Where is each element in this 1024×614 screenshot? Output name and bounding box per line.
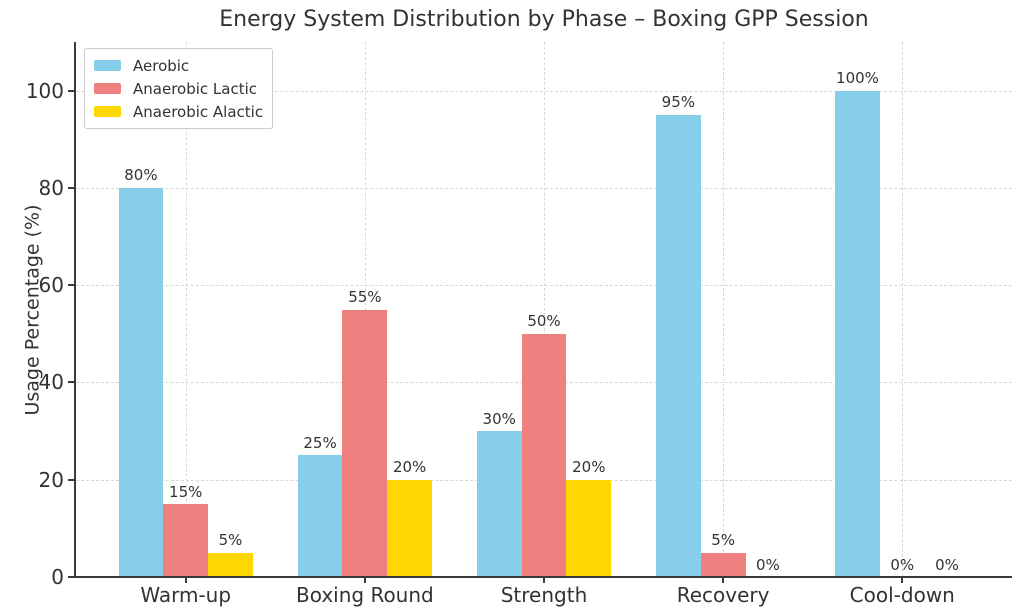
x-tick-mark bbox=[543, 578, 545, 583]
bar-value-label: 0% bbox=[756, 555, 780, 574]
x-tick-mark bbox=[184, 578, 187, 583]
bar-value-label: 20% bbox=[572, 458, 606, 477]
bar-aerobic bbox=[476, 431, 522, 577]
y-tick-mark bbox=[68, 284, 75, 287]
legend: Aerobic Anaerobic Lactic Anaerobic Alactic bbox=[84, 48, 274, 129]
x-tick-mark bbox=[363, 578, 366, 583]
gridline-vertical bbox=[544, 42, 545, 577]
y-tick-mark bbox=[68, 186, 75, 189]
bar-value-label: 100% bbox=[836, 69, 879, 88]
y-axis-title-container: Usage Percentage (%) bbox=[14, 42, 52, 577]
bar-anaerobic-lactic bbox=[342, 309, 388, 577]
legend-item: Aerobic bbox=[94, 56, 263, 75]
legend-swatch-aerobic bbox=[94, 60, 121, 71]
bar-value-label: 50% bbox=[527, 312, 561, 331]
bar-anaerobic-alactic bbox=[566, 479, 612, 577]
bar-value-label: 30% bbox=[482, 409, 516, 428]
x-tick-mark bbox=[901, 578, 904, 583]
x-axis-category-label: Boxing Round bbox=[295, 583, 434, 607]
y-axis-line bbox=[74, 42, 76, 578]
legend-item: Anaerobic Alactic bbox=[94, 102, 263, 121]
chart-title: Energy System Distribution by Phase – Bo… bbox=[219, 7, 869, 32]
bar-value-label: 15% bbox=[169, 482, 203, 501]
x-axis-category-label: Cool-down bbox=[849, 583, 955, 607]
y-tick-label: 40 bbox=[38, 370, 64, 395]
x-tick-mark bbox=[722, 578, 725, 583]
bar-value-label: 20% bbox=[392, 458, 427, 477]
y-tick-label: 60 bbox=[38, 273, 64, 298]
y-tick-label: 100 bbox=[25, 78, 64, 103]
bar-aerobic bbox=[118, 187, 164, 577]
y-tick-label: 80 bbox=[38, 175, 64, 200]
bar-value-label: 0% bbox=[890, 555, 915, 574]
bar-anaerobic-alactic bbox=[208, 552, 253, 577]
bar-value-label: 95% bbox=[661, 93, 696, 112]
legend-swatch-anaerobic-alactic bbox=[94, 106, 121, 117]
bar-anaerobic-lactic bbox=[521, 333, 567, 577]
bar-value-label: 80% bbox=[124, 166, 158, 185]
x-axis-category-label: Recovery bbox=[676, 583, 770, 607]
bar-anaerobic-lactic bbox=[163, 504, 209, 577]
legend-label: Anaerobic Alactic bbox=[133, 102, 264, 121]
y-tick-mark bbox=[68, 381, 75, 384]
y-tick-mark bbox=[68, 89, 75, 92]
gridline-vertical bbox=[723, 42, 725, 577]
x-axis-category-label: Warm-up bbox=[140, 583, 232, 607]
bar-anaerobic-alactic bbox=[387, 479, 433, 577]
bar-value-label: 25% bbox=[303, 433, 337, 452]
legend-label: Aerobic bbox=[133, 56, 190, 75]
gridline-vertical bbox=[902, 42, 904, 577]
y-tick-mark bbox=[68, 478, 75, 481]
x-axis-category-label: Strength bbox=[500, 583, 588, 607]
bar-aerobic bbox=[835, 90, 880, 577]
y-tick-mark bbox=[68, 576, 75, 578]
bar-aerobic bbox=[297, 455, 343, 577]
x-axis-line bbox=[74, 576, 1012, 578]
plot-area: 80% 25% 30% 95% 100% 15% 55% 50% 5% 0% 5% 20% 20% 0% 0… bbox=[76, 42, 1012, 577]
legend-label: Anaerobic Lactic bbox=[133, 79, 257, 98]
gridline-vertical bbox=[185, 42, 187, 577]
bar-anaerobic-lactic bbox=[700, 552, 746, 577]
y-tick-label: 20 bbox=[38, 467, 64, 492]
bar-value-label: 0% bbox=[935, 555, 959, 574]
legend-swatch-anaerobic-lactic bbox=[94, 83, 121, 94]
bar-value-label: 5% bbox=[218, 531, 243, 550]
bar-value-label: 5% bbox=[711, 531, 736, 550]
bar-aerobic bbox=[655, 114, 701, 577]
y-tick-label: 0 bbox=[51, 565, 64, 589]
legend-item: Anaerobic Lactic bbox=[94, 79, 263, 98]
bar-value-label: 55% bbox=[348, 288, 382, 306]
